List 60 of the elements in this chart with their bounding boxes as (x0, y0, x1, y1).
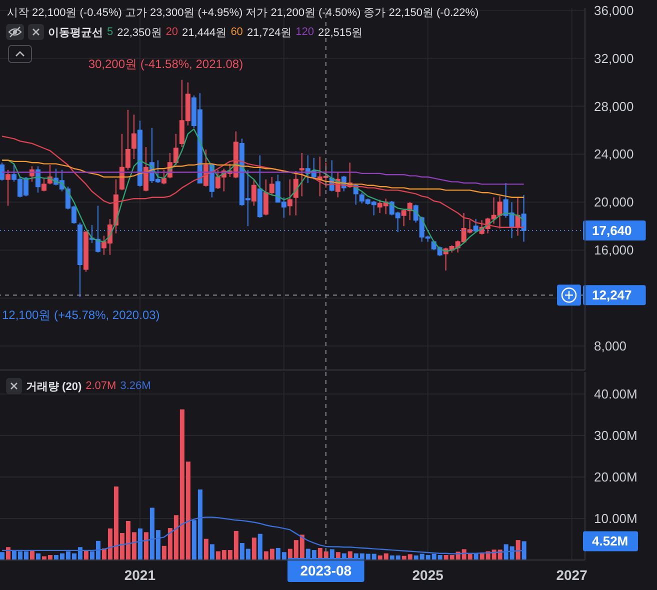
candlestick (6, 169, 10, 206)
candlestick (41, 178, 46, 192)
candlestick (131, 114, 136, 160)
y-tick-label: 24,000 (594, 146, 634, 162)
text: 4.52M (592, 534, 628, 549)
y-tick-label: 32,000 (594, 50, 634, 66)
text: 거래량 (20) (26, 380, 82, 394)
text: 120 (296, 26, 314, 38)
text: 12,247 (592, 288, 632, 303)
candlestick (293, 170, 298, 216)
text: 60 (230, 26, 243, 38)
legend-title: 이동평균선 (48, 26, 103, 40)
candlestick (0, 162, 4, 182)
annotation: 21,444원 (182, 26, 227, 40)
candlestick (287, 178, 292, 216)
y-tick-label: 20.00M (594, 470, 638, 484)
y-tick-label: 30.00M (594, 428, 638, 443)
candlestick (299, 152, 304, 197)
bar (258, 534, 262, 560)
y-tick-label: 20,000 (594, 194, 634, 210)
text: 20 (166, 26, 178, 38)
annotation: 30,200원 (-41.58%, 2021.08) (88, 56, 244, 73)
chart-subtitle: 시작 22,100원 (-0.45%) 고가 23,300원 (+4.95%) 저가 21,200원 (-4.50%) 종가 22,150원 (-0.22%) (7, 6, 479, 20)
x-tick-label: 2025 (412, 567, 444, 583)
annotation: 2.07M (86, 380, 116, 392)
bar (522, 541, 526, 560)
bar (36, 553, 40, 560)
annotation: 21,724원 (246, 26, 292, 40)
candlestick (161, 169, 166, 185)
y-tick-label: 28,000 (594, 98, 634, 114)
candlestick (83, 230, 88, 272)
candlestick (515, 196, 520, 236)
text: 17,640 (592, 222, 632, 238)
bar (210, 544, 214, 560)
bar (138, 528, 142, 560)
line-series (1, 136, 524, 228)
y-tick-label: 36,000 (594, 2, 634, 18)
line-series (1, 160, 524, 198)
line-series (1, 171, 524, 185)
y-tick-label: 10.00M (594, 511, 638, 526)
text: 2023-08 (300, 562, 352, 578)
bar (252, 538, 256, 560)
bar (144, 532, 148, 560)
line-series (1, 516, 524, 554)
bar (204, 538, 208, 560)
bar (516, 540, 520, 560)
candlestick (251, 178, 256, 206)
annotation: 12,100원 (+45.78%, 2020.03) (2, 306, 160, 324)
y-tick-label: 40.00M (594, 386, 638, 402)
annotation: 22,515원 (318, 26, 363, 40)
candlestick (143, 146, 148, 192)
x-tick-label: 2021 (124, 567, 156, 583)
x-tick-label: 2027 (556, 567, 588, 583)
text: 5 (107, 26, 114, 38)
y-tick-label: 8,000 (594, 338, 627, 354)
y-tick-label: 16,000 (594, 242, 634, 258)
candlestick (257, 154, 262, 218)
annotation: 22,350원 (117, 26, 162, 40)
bar (0, 552, 4, 560)
annotation: 3.26M (120, 380, 151, 392)
